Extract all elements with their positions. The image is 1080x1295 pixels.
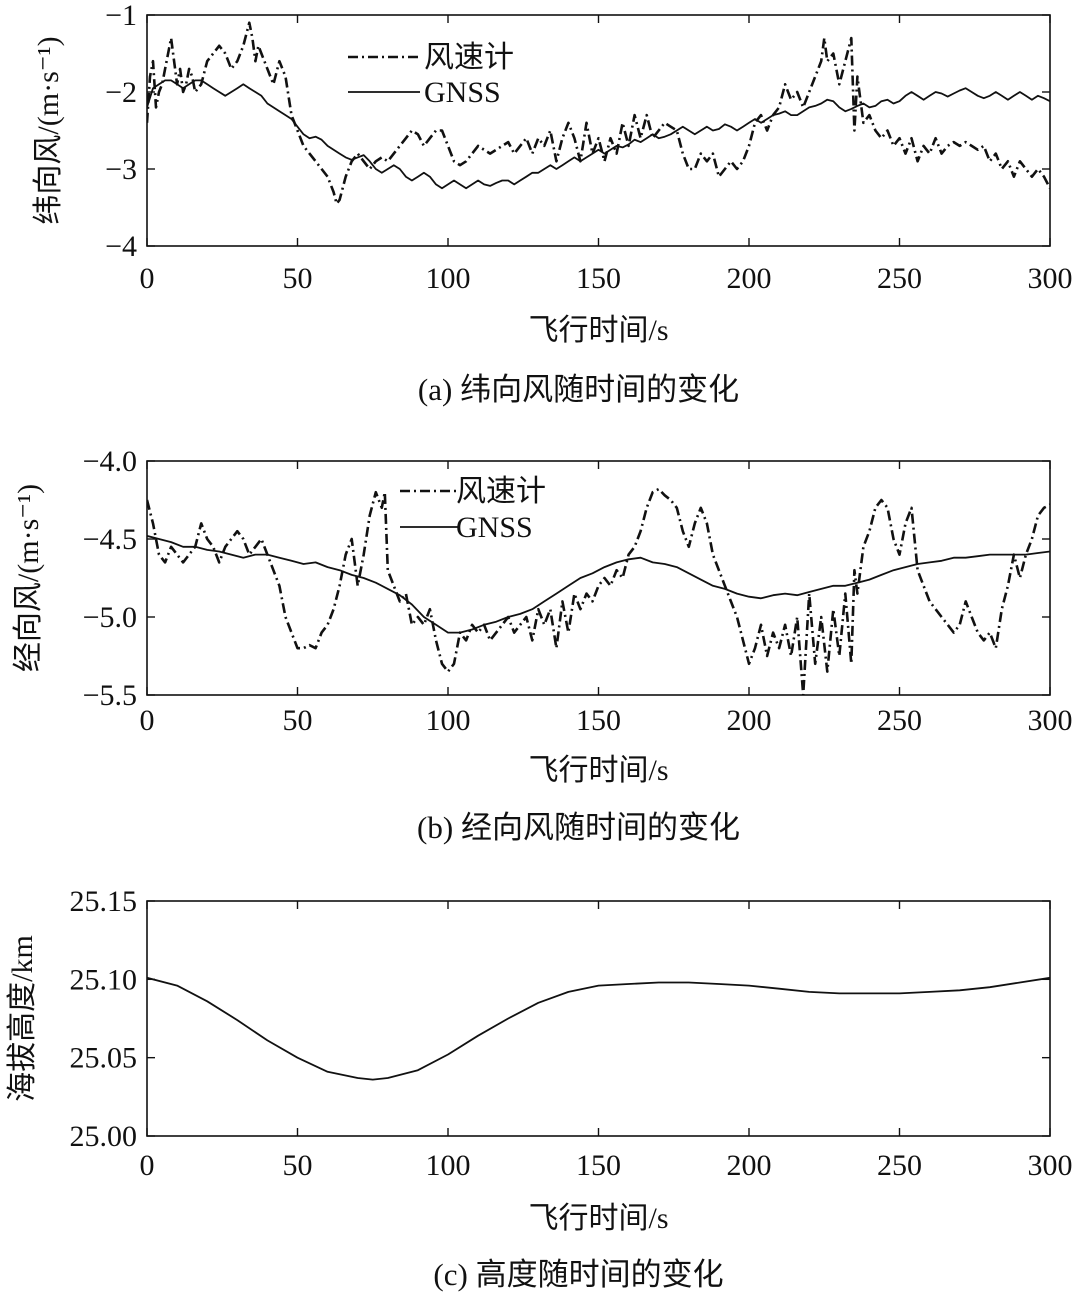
x-tick-label: 250	[877, 1149, 922, 1182]
x-tick-label: 50	[283, 1149, 313, 1182]
x-axis-label: 飞行时间/s	[528, 314, 668, 347]
y-tick-label: 25.05	[70, 1042, 138, 1075]
panel-caption: (a) 纬向风随时间的变化	[418, 372, 739, 407]
x-axis-label: 飞行时间/s	[528, 754, 668, 787]
x-tick-label: 100	[426, 1149, 471, 1182]
y-axis-label: 经向风/(m·s⁻¹)	[12, 484, 45, 672]
series-line-gnss	[147, 535, 1050, 634]
x-tick-label: 50	[283, 262, 313, 295]
legend-label: GNSS	[456, 511, 533, 544]
x-tick-label: 300	[1028, 1149, 1073, 1182]
panel-caption: (b) 经向风随时间的变化	[417, 810, 740, 845]
y-axis-label: 海拔高度/km	[6, 935, 39, 1102]
x-tick-label: 0	[140, 262, 155, 295]
x-tick-label: 50	[283, 704, 313, 737]
y-tick-label: −1	[105, 0, 137, 32]
y-tick-label: −4	[105, 230, 137, 263]
x-tick-label: 200	[727, 704, 772, 737]
legend-label: 风速计	[424, 41, 514, 74]
x-tick-label: 150	[576, 704, 621, 737]
x-tick-label: 250	[877, 262, 922, 295]
x-tick-label: 100	[426, 704, 471, 737]
plot-frame	[146, 14, 1051, 247]
x-tick-label: 0	[140, 1149, 155, 1182]
series-line-altitude	[147, 976, 1050, 1081]
legend-label: GNSS	[424, 76, 501, 109]
y-tick-label: −2	[105, 76, 137, 109]
y-tick-label: −5.0	[83, 601, 137, 634]
y-tick-label: 25.10	[70, 963, 138, 996]
x-tick-label: 300	[1028, 262, 1073, 295]
x-tick-label: 200	[727, 1149, 772, 1182]
panel-caption: (c) 高度随时间的变化	[433, 1257, 723, 1292]
plot-frame	[146, 900, 1051, 1137]
y-tick-label: −4.5	[83, 523, 137, 556]
chart-panel-2: 0 50 100 150 200 250 300 −5.5 −5.0 −4.5 −4.0 飞行时间/s…	[12, 445, 1073, 845]
y-tick-label: 25.00	[70, 1120, 138, 1153]
x-tick-label: 200	[727, 262, 772, 295]
chart-panel-3: 0 50 100 150 200 250 300 25.00 25.05 25.10 25.15 飞行…	[6, 885, 1073, 1292]
x-tick-label: 250	[877, 704, 922, 737]
series-line-gnss	[147, 79, 1050, 190]
x-tick-label: 150	[576, 262, 621, 295]
x-tick-label: 300	[1028, 704, 1073, 737]
legend-label: 风速计	[456, 475, 546, 508]
y-tick-label: −5.5	[83, 679, 137, 712]
x-tick-label: 150	[576, 1149, 621, 1182]
x-tick-label: 0	[140, 704, 155, 737]
series-line-anemometer	[147, 21, 1050, 205]
chart-panel-1: 0 50 100 150 200 250 300 −4 −3 −2 −1 飞行时间/s 纬向风/(m·s…	[32, 0, 1073, 407]
x-axis-label: 飞行时间/s	[528, 1202, 668, 1235]
plot-frame	[146, 460, 1051, 696]
y-tick-label: 25.15	[70, 885, 138, 918]
y-axis-label: 纬向风/(m·s⁻¹)	[32, 36, 65, 224]
y-tick-label: −3	[105, 153, 137, 186]
y-tick-label: −4.0	[83, 445, 137, 478]
x-tick-label: 100	[426, 262, 471, 295]
series-line-anemometer	[147, 487, 1050, 695]
